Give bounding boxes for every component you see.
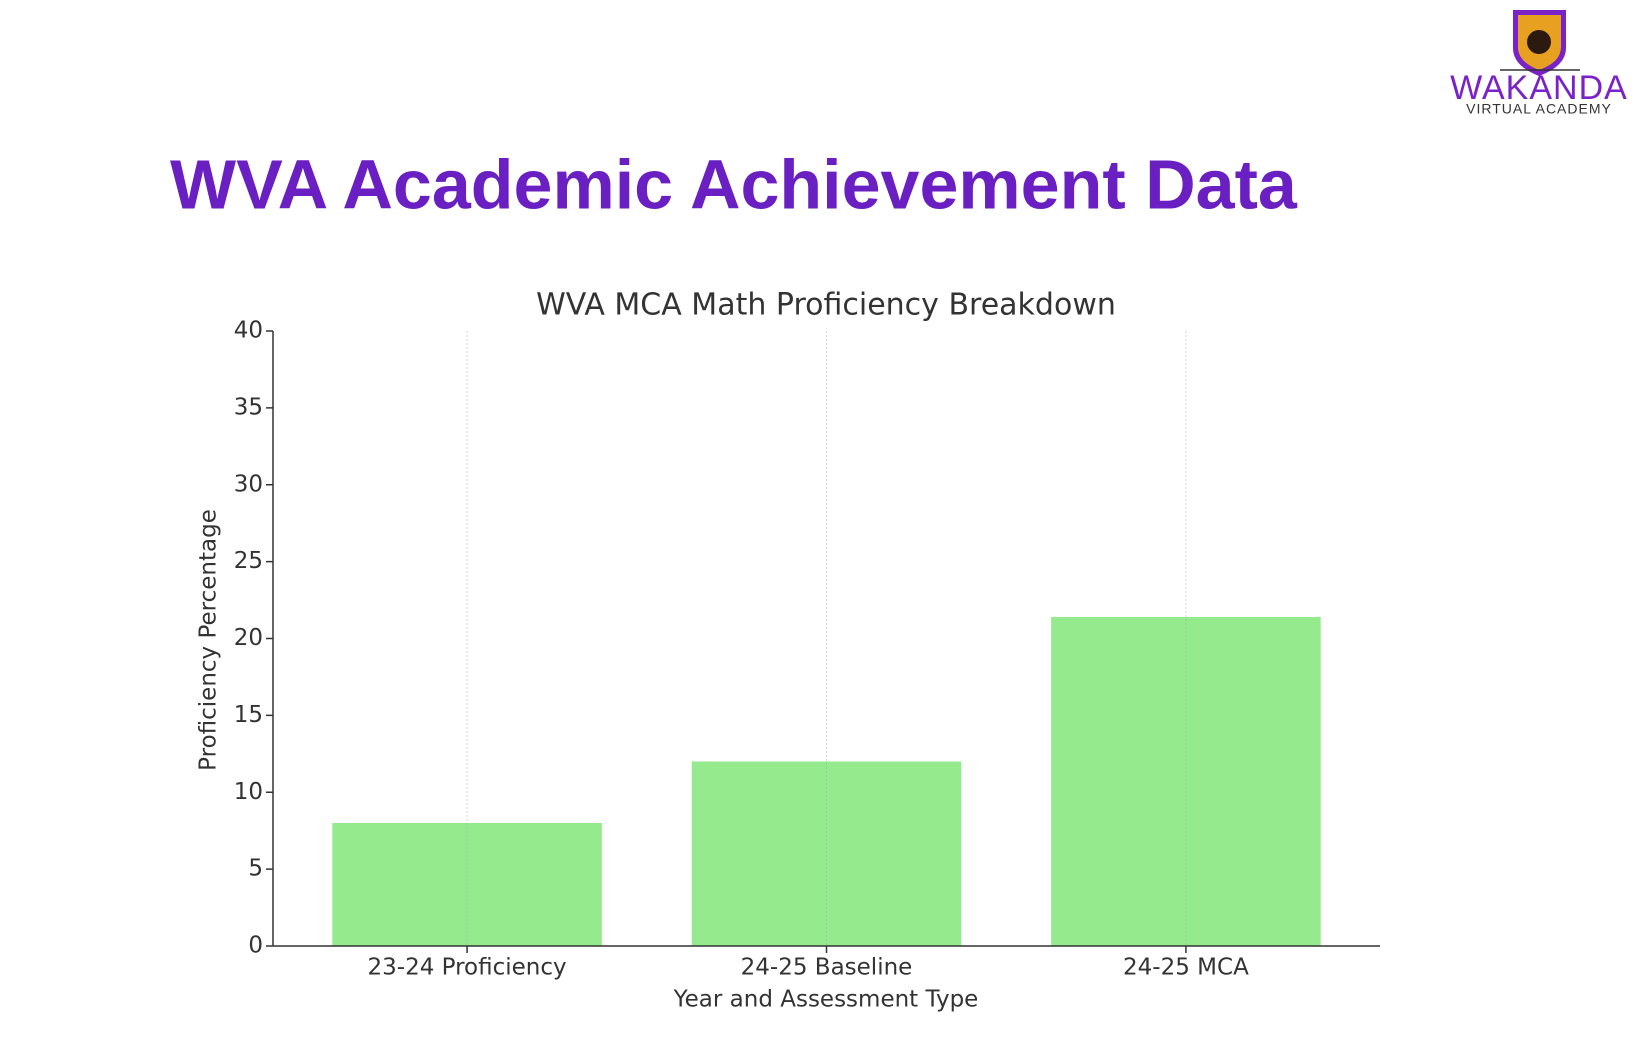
y-axis-label: Proficiency Percentage <box>196 509 222 771</box>
y-tick-label: 0 <box>248 933 263 959</box>
bar <box>691 761 962 946</box>
x-tick-label: 24-25 MCA <box>1123 955 1249 981</box>
x-tick-label: 23-24 Proficiency <box>368 955 567 981</box>
page-title: WVA Academic Achievement Data <box>170 145 1298 223</box>
y-tick-label: 25 <box>234 548 263 574</box>
y-tick-label: 35 <box>234 394 263 420</box>
y-tick-label: 10 <box>234 779 263 805</box>
logo-bird <box>1527 30 1551 54</box>
logo-name: WAKANDA <box>1450 69 1628 107</box>
logo: WAKANDA VIRTUAL ACADEMY <box>1450 10 1628 117</box>
y-tick-label: 30 <box>234 471 263 497</box>
y-tick-label: 5 <box>248 856 263 882</box>
x-axis-label: Year and Assessment Type <box>673 987 979 1013</box>
y-tick-label: 15 <box>234 702 263 728</box>
x-tick-label: 24-25 Baseline <box>741 955 913 981</box>
chart-title: WVA MCA Math Proficiency Breakdown <box>536 288 1116 323</box>
logo-tagline: VIRTUAL ACADEMY <box>1466 101 1612 117</box>
y-tick-label: 20 <box>234 625 263 651</box>
y-tick-label: 40 <box>234 318 263 344</box>
